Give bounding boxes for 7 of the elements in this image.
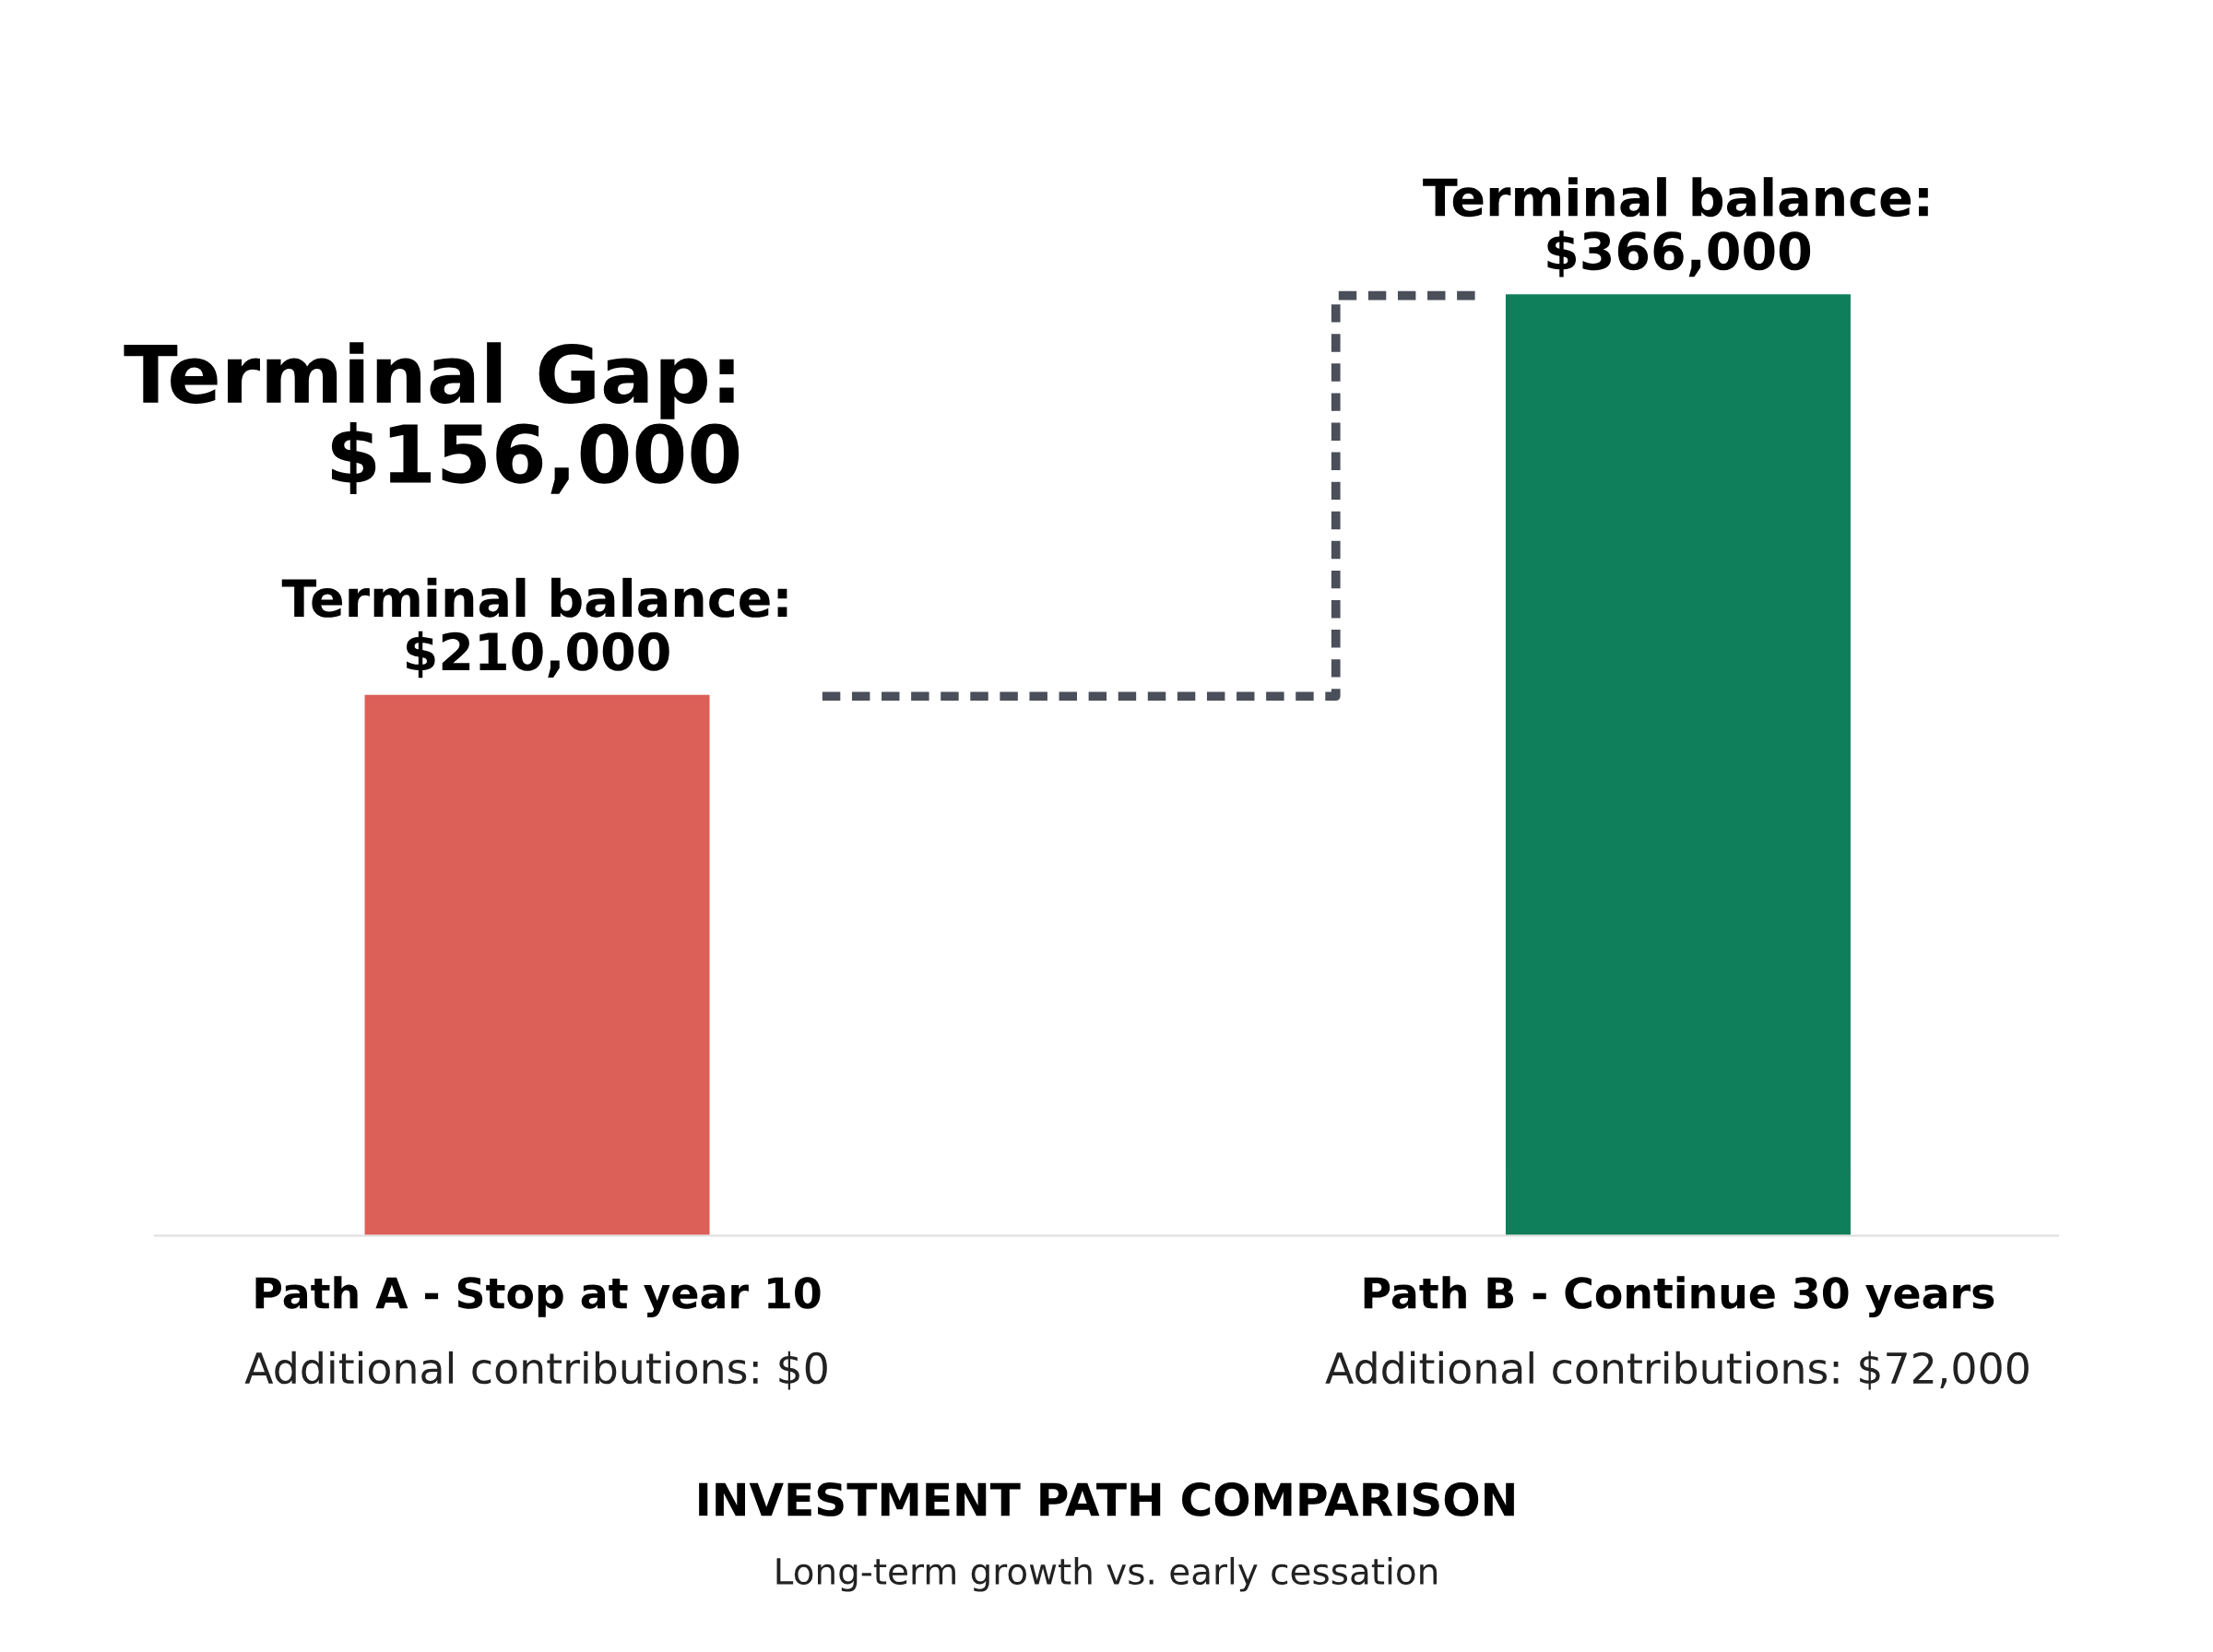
data-label: Terminal balance: $210,000: [281, 577, 787, 678]
text: INVESTMENT PATH COMPARISON: [699, 1482, 1514, 1516]
text: Long-term growth vs. early cessation: [776, 1556, 1437, 1592]
annotation: Terminal Gap: $156,000: [124, 342, 740, 495]
x-tick-label: Path B - Continue 30 years Additional contributions: $72,000: [1325, 1276, 2029, 1390]
data-label: Terminal balance: $366,000: [1423, 177, 1928, 277]
x-tick-label: Path A - Stop at year 10 Additional contributions: $0: [244, 1276, 827, 1390]
